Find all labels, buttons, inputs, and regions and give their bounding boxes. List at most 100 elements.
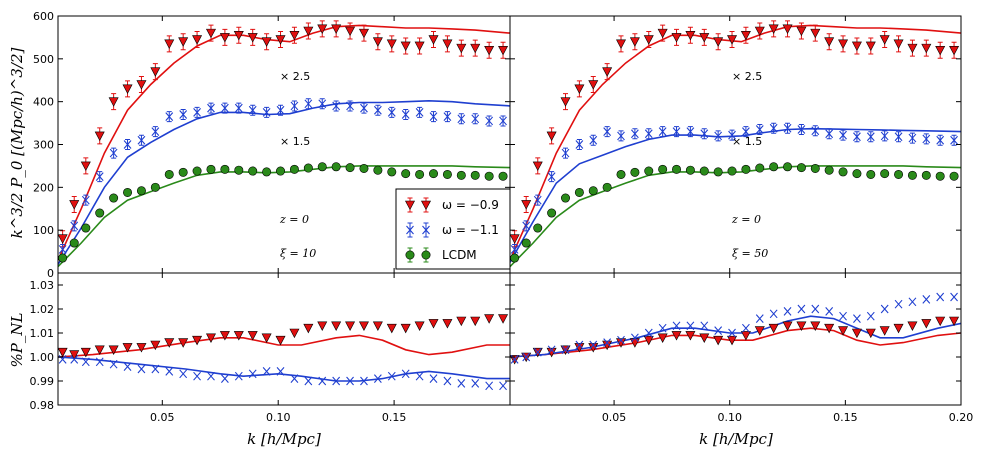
data-point-blue bbox=[58, 245, 67, 254]
ratio-point-red bbox=[907, 321, 918, 331]
ratio-point-blue bbox=[95, 357, 104, 367]
data-point-green bbox=[588, 186, 598, 196]
data-point-blue bbox=[123, 140, 132, 149]
data-point-blue bbox=[387, 108, 396, 117]
data-point-green bbox=[192, 166, 202, 176]
data-point-blue bbox=[262, 108, 271, 117]
y-tick-label-top: 100 bbox=[33, 224, 54, 237]
data-point-green bbox=[644, 166, 654, 176]
panel-2: 0.05 0.10 0.15 0.20 × 2.5 × 1.5 z = 0 ξ = 50 bbox=[509, 15, 973, 424]
ratio-point-red bbox=[192, 335, 203, 346]
ratio-point-blue bbox=[936, 292, 945, 302]
y-tick-label-bottom: 1.02 bbox=[30, 303, 55, 316]
y-tick-label-top: 600 bbox=[33, 10, 54, 23]
data-point-blue bbox=[290, 101, 299, 111]
ratio-point-blue bbox=[165, 367, 174, 376]
data-point-red bbox=[136, 80, 147, 90]
data-point-blue bbox=[220, 103, 229, 113]
ratio-point-blue bbox=[290, 374, 299, 383]
ratio-point-red bbox=[484, 314, 495, 324]
annotation: ξ = 10 bbox=[280, 247, 316, 260]
ratio-point-blue bbox=[728, 328, 736, 338]
ratio-point-blue bbox=[332, 376, 341, 386]
data-point-green bbox=[866, 169, 876, 179]
ratio-point-red bbox=[178, 338, 189, 348]
ratio-point-red bbox=[456, 316, 467, 327]
y-tick-label-top: 500 bbox=[33, 53, 54, 66]
data-point-green bbox=[206, 164, 216, 174]
legend: ω = −0.9 ω = −1.1 LCDM bbox=[395, 188, 511, 270]
data-point-blue bbox=[700, 129, 709, 139]
y-axis-label-bottom: %P_NL bbox=[8, 312, 26, 367]
legend-label: ω = −1.1 bbox=[442, 223, 499, 237]
data-point-green bbox=[248, 166, 258, 176]
data-point-green bbox=[178, 167, 188, 177]
data-point-red bbox=[865, 41, 876, 52]
data-point-red bbox=[851, 41, 862, 52]
data-point-red bbox=[893, 39, 904, 49]
data-point-red bbox=[233, 30, 244, 41]
ratio-line-blue bbox=[58, 356, 510, 382]
legend-marker-x bbox=[406, 225, 414, 235]
ratio-point-blue bbox=[603, 338, 612, 347]
legend-label: ω = −0.9 bbox=[442, 198, 499, 212]
data-point-red bbox=[470, 43, 481, 54]
ratio-point-red bbox=[108, 345, 119, 355]
data-point-green bbox=[852, 169, 862, 179]
ratio-point-blue bbox=[839, 311, 847, 321]
data-point-green bbox=[769, 162, 779, 172]
data-point-blue bbox=[866, 132, 875, 142]
data-point-red bbox=[782, 24, 793, 34]
ratio-point-blue bbox=[137, 364, 146, 374]
data-point-blue bbox=[714, 131, 723, 141]
data-point-red bbox=[94, 131, 105, 142]
ratio-point-red bbox=[386, 323, 397, 334]
legend-marker-circle bbox=[421, 250, 431, 260]
ratio-point-red bbox=[94, 345, 105, 355]
data-point-blue bbox=[81, 195, 90, 205]
data-point-green bbox=[289, 164, 299, 174]
data-point-blue bbox=[797, 125, 806, 134]
data-point-blue bbox=[165, 112, 174, 122]
data-point-green bbox=[150, 182, 160, 192]
y-tick-label-bottom: 1.01 bbox=[30, 327, 55, 340]
data-point-red bbox=[345, 26, 356, 37]
data-point-blue bbox=[276, 105, 285, 115]
model-line-red bbox=[58, 24, 510, 261]
data-point-red bbox=[810, 28, 821, 39]
data-point-green bbox=[521, 238, 531, 248]
ratio-point-red bbox=[865, 328, 876, 339]
data-point-red bbox=[907, 43, 918, 54]
data-point-green bbox=[373, 165, 383, 175]
ratio-point-red bbox=[289, 328, 300, 339]
data-point-green bbox=[69, 238, 79, 248]
ratio-point-red bbox=[851, 328, 862, 339]
top-plot-area bbox=[510, 20, 961, 268]
data-point-blue bbox=[151, 127, 160, 137]
data-point-red bbox=[699, 33, 710, 43]
ratio-point-blue bbox=[193, 371, 201, 381]
ratio-point-red bbox=[358, 321, 369, 331]
data-point-green bbox=[894, 169, 904, 179]
data-point-blue bbox=[510, 245, 519, 254]
data-point-green bbox=[123, 187, 133, 197]
legend-box bbox=[395, 188, 511, 270]
data-point-green bbox=[672, 164, 682, 174]
ratio-point-red bbox=[949, 316, 960, 327]
data-point-red bbox=[289, 30, 300, 41]
ratio-point-blue bbox=[220, 374, 229, 383]
data-point-green bbox=[95, 208, 105, 218]
data-point-green bbox=[935, 171, 945, 181]
ratio-point-red bbox=[400, 323, 411, 334]
ratio-point-blue bbox=[825, 307, 834, 316]
ratio-point-blue bbox=[617, 335, 625, 345]
ratio-point-red bbox=[58, 347, 68, 358]
ratio-point-blue bbox=[589, 340, 598, 350]
data-point-red bbox=[164, 39, 175, 49]
ratio-point-red bbox=[219, 331, 230, 341]
data-point-blue bbox=[401, 110, 410, 119]
data-point-red bbox=[331, 24, 342, 34]
data-point-green bbox=[262, 167, 272, 177]
data-point-green bbox=[810, 163, 820, 173]
ratio-point-red bbox=[80, 347, 91, 358]
